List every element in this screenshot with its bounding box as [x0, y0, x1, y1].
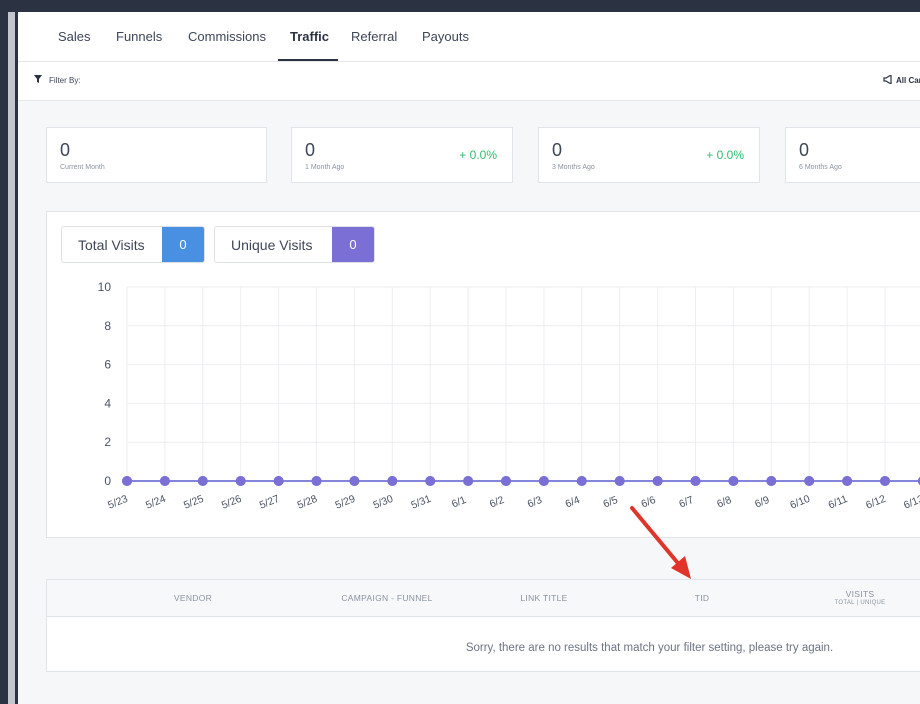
data-point [652, 476, 663, 486]
y-tick-label: 0 [104, 474, 111, 488]
data-point [197, 476, 208, 486]
x-tick-label: 6/5 [602, 494, 620, 511]
data-point [159, 476, 170, 486]
results-table: VENDOR CAMPAIGN - FUNNEL LINK TITLE TID … [46, 579, 920, 672]
data-point [235, 476, 246, 486]
legend-count: 0 [162, 227, 204, 262]
filter-bar: Filter By: All Campaigns [18, 62, 920, 101]
y-tick-label: 10 [98, 280, 112, 294]
stat-label: 6 Months Ago [799, 164, 842, 171]
legend-count: 0 [332, 227, 374, 262]
x-tick-label: 5/30 [371, 493, 395, 512]
stat-label: 1 Month Ago [305, 164, 345, 171]
empty-message: Sorry, there are no results that match y… [465, 642, 834, 654]
legend-label: Total Visits [78, 237, 145, 253]
x-tick-label: 5/27 [258, 493, 282, 512]
tab[interactable]: Commissions [188, 29, 267, 44]
column-header: VISITS [845, 589, 875, 599]
x-tick-label: 5/24 [144, 493, 168, 512]
data-point [122, 476, 132, 486]
tab[interactable]: Sales [58, 29, 91, 44]
data-point [349, 476, 360, 486]
sidebar-edge [8, 12, 15, 704]
data-point [576, 476, 587, 486]
stat-label: Current Month [60, 164, 105, 171]
data-point [728, 476, 739, 486]
column-subheader: TOTAL | UNIQUE [834, 600, 886, 606]
data-point [311, 476, 322, 486]
stat-card: 0 6 Months Ago [785, 127, 920, 183]
data-point [842, 476, 853, 486]
unique-visits-button[interactable]: Unique Visits 0 [214, 226, 375, 263]
x-tick-label: 5/31 [409, 493, 433, 512]
stat-value: 0 [552, 140, 563, 160]
data-point [614, 476, 625, 486]
stat-value: 0 [799, 140, 810, 160]
stat-value: 0 [60, 140, 71, 160]
x-tick-label: 5/28 [296, 493, 320, 512]
tab[interactable]: Payouts [422, 29, 469, 44]
x-tick-label: 6/13 [902, 493, 920, 512]
x-tick-label: 5/26 [220, 493, 244, 512]
annotation-arrow [630, 506, 691, 579]
x-tick-label: 6/2 [488, 494, 506, 511]
x-tick-label: 5/29 [334, 493, 358, 512]
y-tick-label: 4 [104, 396, 111, 410]
x-tick-label: 6/8 [715, 494, 733, 511]
total-visits-button[interactable]: Total Visits 0 [61, 226, 205, 263]
x-tick-label: 6/9 [753, 494, 771, 511]
stat-card: 0 3 Months Ago + 0.0% [538, 127, 760, 183]
column-header: CAMPAIGN - FUNNEL [341, 593, 433, 603]
x-tick-label: 6/4 [564, 494, 582, 511]
x-tick-label: 6/7 [677, 494, 695, 511]
tab[interactable]: Funnels [116, 29, 163, 44]
stat-card: 0 Current Month [46, 127, 267, 183]
x-tick-label: 5/25 [182, 493, 206, 512]
stat-card: 0 1 Month Ago + 0.0% [291, 127, 513, 183]
stat-value: 0 [305, 140, 316, 160]
data-point [538, 476, 549, 486]
x-tick-label: 6/3 [526, 494, 544, 511]
megaphone-icon [883, 75, 892, 84]
data-point [766, 476, 777, 486]
stat-label: 3 Months Ago [552, 164, 595, 171]
filter-icon [34, 75, 42, 83]
data-point [690, 476, 701, 486]
data-point [463, 476, 474, 486]
tab-active[interactable]: Traffic [290, 29, 330, 44]
x-tick-label: 6/12 [864, 493, 888, 512]
y-tick-label: 8 [104, 319, 111, 333]
campaign-filter[interactable]: All Campaigns [896, 76, 920, 85]
filter-label[interactable]: Filter By: [49, 76, 81, 85]
data-point [387, 476, 398, 486]
column-header: VENDOR [173, 593, 213, 603]
data-point [273, 476, 284, 486]
data-point [501, 476, 511, 486]
x-tick-label: 6/11 [827, 493, 850, 512]
data-point [880, 476, 890, 486]
data-point [917, 476, 920, 486]
column-header: TID [694, 593, 710, 603]
data-point [425, 476, 436, 486]
x-tick-label: 6/10 [788, 493, 812, 512]
x-tick-label: 6/1 [450, 494, 468, 511]
tab-bar: Sales Funnels Commissions Traffic Referr… [18, 12, 920, 62]
tab-underline [278, 59, 338, 61]
column-header: LINK TITLE [520, 593, 568, 603]
legend-label: Unique Visits [231, 237, 313, 253]
stat-change: + 0.0% [459, 148, 497, 162]
x-tick-label: 5/23 [106, 493, 130, 512]
y-tick-label: 6 [104, 358, 111, 372]
x-tick-label: 6/6 [639, 494, 657, 511]
chart: 0 2 4 6 8 10 5/23 5/24 5/25 5/26 5/27 5/28 5/29 5/30 5… [98, 280, 920, 512]
y-tick-label: 2 [104, 435, 111, 449]
stat-change: + 0.0% [706, 148, 744, 162]
tab[interactable]: Referral [351, 29, 398, 44]
main-area: Sales Funnels Commissions Traffic Referr… [18, 12, 920, 704]
data-point [804, 476, 815, 486]
table-header: VENDOR CAMPAIGN - FUNNEL LINK TITLE TID … [47, 580, 920, 617]
